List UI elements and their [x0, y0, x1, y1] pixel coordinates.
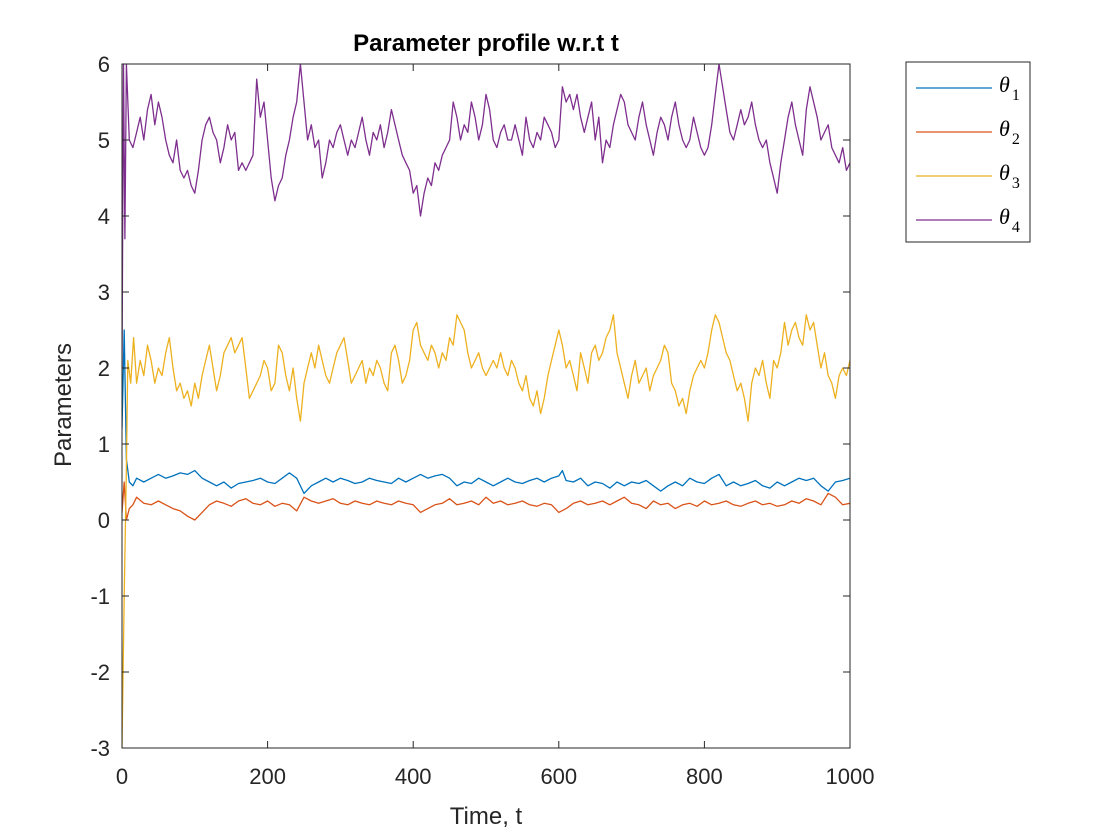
x-tick-label: 600 — [540, 764, 577, 789]
axes-background — [122, 64, 850, 748]
x-tick-label: 200 — [249, 764, 286, 789]
legend: θ 1 θ 2 θ 3 θ 4 — [905, 61, 1031, 243]
y-tick-label: -1 — [90, 584, 110, 609]
y-tick-label: 6 — [98, 52, 110, 77]
y-tick-label: 3 — [98, 280, 110, 305]
series-line-theta-4 — [122, 64, 850, 369]
x-tick-label: 1000 — [826, 764, 875, 789]
series-group — [122, 64, 850, 748]
plot-area: 0 200 400 600 800 1000 -3 -2 -1 0 1 2 3 4 5 6 — [90, 52, 874, 789]
y-tick-label: 1 — [98, 432, 110, 457]
x-tick-label: 0 — [116, 764, 128, 789]
series-line-theta-1 — [122, 329, 850, 495]
x-axis-label: Time, t — [450, 803, 523, 830]
y-tick-label: 5 — [98, 128, 110, 153]
axes-box — [121, 63, 851, 749]
legend-box — [905, 61, 1031, 243]
y-tick-label: 2 — [98, 356, 110, 381]
chart-title: Parameter profile w.r.t t — [353, 30, 619, 57]
series-line-theta-3 — [122, 314, 850, 748]
y-tick-label: 0 — [98, 508, 110, 533]
series-line-theta-2 — [122, 481, 850, 521]
y-axis-label: Parameters — [50, 343, 77, 467]
y-tick-label: -3 — [90, 736, 110, 761]
x-tick-label: 400 — [395, 764, 432, 789]
x-tick-label: 800 — [686, 764, 723, 789]
y-tick-label: -2 — [90, 660, 110, 685]
y-tick-label: 4 — [98, 204, 110, 229]
